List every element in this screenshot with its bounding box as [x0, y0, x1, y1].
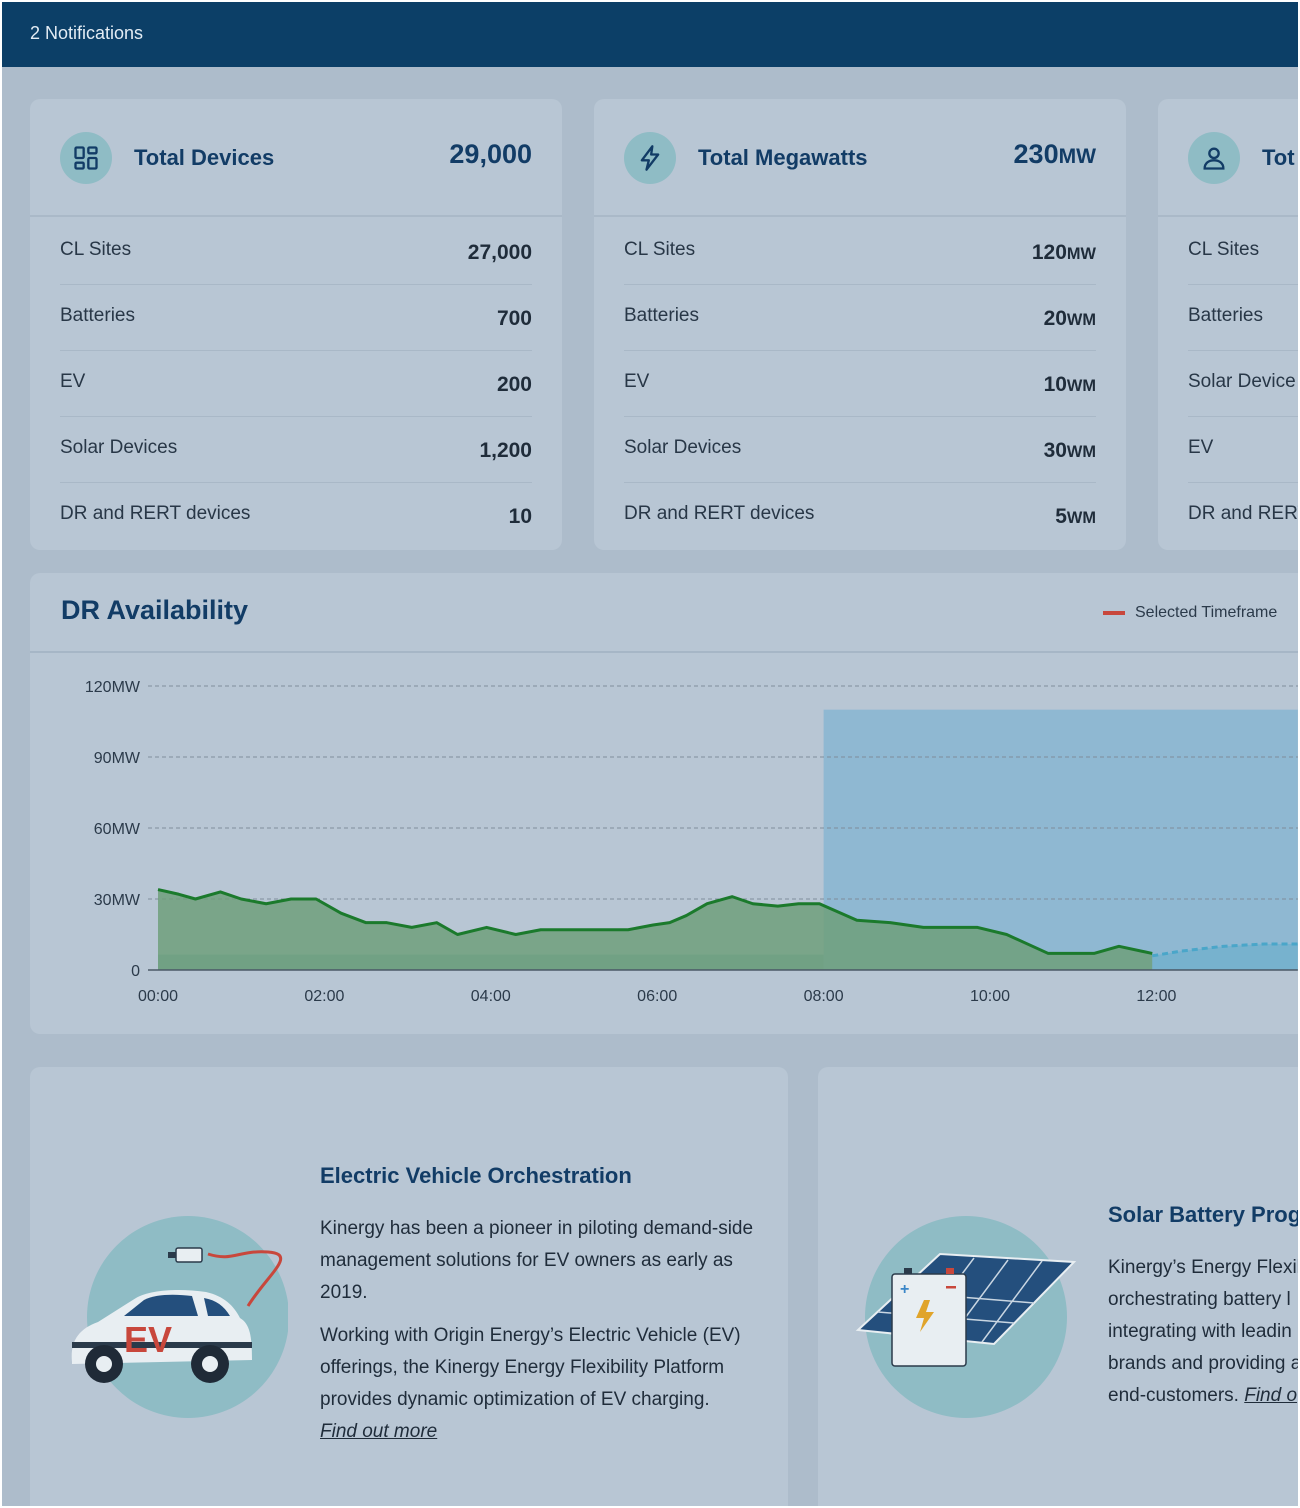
stat-row: Solar Devices 1,200: [60, 417, 532, 483]
promo-line: end-customers. Find o: [1108, 1385, 1298, 1406]
card-title: Total Devices: [134, 145, 275, 170]
stat-row: Batteries: [1188, 285, 1298, 351]
promo-title: Electric Vehicle Orchestration: [320, 1163, 632, 1188]
row-label: DR and RERT: [1188, 503, 1298, 524]
row-value: 27,000: [467, 241, 532, 264]
find-out-more-link[interactable]: Find out more: [320, 1421, 438, 1442]
y-tick-label: 30MW: [94, 892, 141, 909]
forecast-area: [1152, 943, 1298, 970]
svg-text:+: +: [900, 1281, 909, 1298]
user-icon: [1188, 132, 1240, 184]
row-label: DR and RERT devices: [624, 503, 815, 524]
stat-row: EV 10WM: [624, 351, 1096, 417]
x-tick-label: 10:00: [970, 988, 1010, 1005]
lightning-icon: [624, 132, 676, 184]
card-title: Tot: [1262, 145, 1295, 170]
card-total: 29,000: [449, 139, 532, 169]
row-value: 30WM: [1043, 439, 1096, 462]
row-value: 120MW: [1031, 241, 1096, 264]
dr-availability-card: DR Availability Selected Timeframe 0 30MW…: [30, 573, 1298, 1034]
promo-body: Kinergy has been a pioneer in piloting d…: [320, 1213, 760, 1448]
row-label: EV: [624, 371, 650, 392]
row-label: Batteries: [60, 305, 135, 326]
promo-line: brands and providing a: [1108, 1353, 1298, 1374]
stat-row: DR and RERT devices 5WM: [624, 483, 1096, 549]
x-tick-label: 04:00: [471, 988, 511, 1005]
ev-orchestration-card: EV Electric Vehicle Orchestration Kinerg…: [30, 1067, 788, 1506]
card-header: Total Devices 29,000: [30, 99, 562, 217]
stat-row: Solar Device: [1188, 351, 1298, 417]
chart-title: DR Availability: [61, 595, 249, 625]
card-header: Total Megawatts 230MW: [594, 99, 1126, 217]
forecast-line: [1151, 942, 1298, 958]
legend-swatch: [1103, 611, 1125, 615]
card-header: Tot: [1158, 99, 1298, 217]
ev-badge-text: EV: [124, 1319, 172, 1360]
row-label: EV: [1188, 437, 1214, 458]
stat-row: EV: [1188, 417, 1298, 483]
stat-row: CL Sites 27,000: [60, 219, 532, 285]
row-label: Batteries: [624, 305, 699, 326]
promo-title: Solar Battery Progr: [1108, 1202, 1298, 1227]
total-devices-card: Total Devices 29,000 CL Sites 27,000 Batt…: [30, 99, 562, 550]
solar-battery-illustration: +: [855, 1216, 1077, 1418]
row-value: 20WM: [1043, 307, 1096, 330]
solar-battery-card: + Solar Battery Progr Kinergy’s Energy F…: [818, 1067, 1298, 1506]
promo-paragraph: Kinergy has been a pioneer in piloting d…: [320, 1218, 754, 1303]
x-tick-label: 08:00: [804, 988, 844, 1005]
row-label: Solar Devices: [60, 437, 178, 458]
stat-row: DR and RERT: [1188, 483, 1298, 549]
chart-legend[interactable]: Selected Timeframe: [1103, 604, 1277, 622]
y-tick-label: 60MW: [94, 821, 141, 838]
stat-row: CL Sites 120MW: [624, 219, 1096, 285]
stat-row: Batteries 20WM: [624, 285, 1096, 351]
promo-body: Kinergy’s Energy Flexil orchestrating ba…: [1108, 1252, 1298, 1412]
y-tick-label: 90MW: [94, 750, 141, 767]
y-tick-label: 120MW: [85, 679, 141, 696]
row-label: Solar Device: [1188, 371, 1296, 392]
row-label: CL Sites: [60, 239, 132, 260]
top-bar: 2 Notifications: [2, 2, 1298, 67]
row-label: CL Sites: [1188, 239, 1260, 260]
x-tick-label: 12:00: [1136, 988, 1176, 1005]
row-label: Solar Devices: [624, 437, 742, 458]
chart-divider: [30, 651, 1298, 653]
promo-line: orchestrating battery l: [1108, 1289, 1291, 1310]
card-title: Total Megawatts: [698, 145, 868, 170]
x-tick-label: 06:00: [637, 988, 677, 1005]
legend-label: Selected Timeframe: [1135, 604, 1278, 621]
stat-row: DR and RERT devices 10: [60, 483, 532, 549]
row-value: 10: [508, 505, 532, 528]
x-tick-label: 00:00: [138, 988, 178, 1005]
row-label: Batteries: [1188, 305, 1263, 326]
y-tick-label: 0: [131, 963, 140, 980]
row-label: DR and RERT devices: [60, 503, 251, 524]
row-label: CL Sites: [624, 239, 696, 260]
promo-line: integrating with leadin: [1108, 1321, 1292, 1342]
availability-line: [157, 888, 1153, 955]
row-value: 200: [496, 373, 532, 396]
row-value: 10WM: [1043, 373, 1096, 396]
row-value: 1,200: [479, 439, 532, 462]
stat-row: CL Sites: [1188, 219, 1298, 285]
dr-availability-chart[interactable]: 0 30MW 60MW 90MW 120MW 00:00 02:00 04:00 06:00 08…: [30, 573, 1298, 1034]
stat-row: Solar Devices 30WM: [624, 417, 1096, 483]
row-value: 5WM: [1055, 505, 1096, 528]
third-stat-card: Tot CL Sites Batteries Solar Device EV D…: [1158, 99, 1298, 550]
ev-car-illustration: EV: [71, 1216, 288, 1418]
find-out-more-link[interactable]: Find o: [1244, 1385, 1298, 1406]
dashboard-icon: [60, 132, 112, 184]
row-label: EV: [60, 371, 86, 392]
card-total: 230MW: [1013, 139, 1096, 169]
stat-row: EV 200: [60, 351, 532, 417]
promo-line: Kinergy’s Energy Flexil: [1108, 1257, 1298, 1278]
x-tick-label: 02:00: [304, 988, 344, 1005]
promo-paragraph: Working with Origin Energy’s Electric Ve…: [320, 1325, 741, 1410]
availability-area: [158, 889, 1153, 970]
row-value: 700: [496, 307, 532, 330]
stat-row: Batteries 700: [60, 285, 532, 351]
notifications-link[interactable]: 2 Notifications: [30, 23, 144, 43]
total-megawatts-card: Total Megawatts 230MW CL Sites 120MW Batt…: [594, 99, 1126, 550]
